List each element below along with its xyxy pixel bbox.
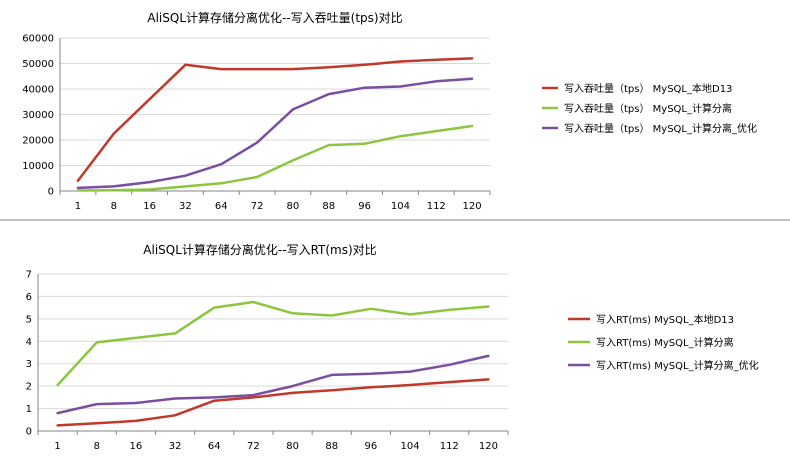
x-tick-label: 96 — [365, 441, 378, 452]
chart-title: AliSQL计算存储分离优化--写入吞吐量(tps)对比 — [147, 10, 402, 25]
y-tick-label: 0 — [26, 427, 32, 438]
y-tick-label: 6 — [26, 292, 32, 303]
chart-divider — [0, 219, 790, 221]
x-tick-label: 1 — [75, 201, 81, 212]
series-line-1 — [76, 57, 474, 183]
x-tick-label: 72 — [251, 201, 264, 212]
series-line-2 — [76, 124, 474, 192]
y-tick-label: 1 — [26, 404, 32, 415]
x-tick-label: 112 — [427, 201, 446, 212]
chart-title: AliSQL计算存储分离优化--写入RT(ms)对比 — [143, 242, 376, 257]
rt-line-chart: AliSQL计算存储分离优化--写入RT(ms)对比 0 1 2 3 4 5 6 7 1 8 16 32… — [26, 242, 759, 452]
x-tick-label: 88 — [322, 201, 335, 212]
x-tick-label: 64 — [215, 201, 228, 212]
tps-chart-panel: AliSQL计算存储分离优化--写入吞吐量(tps)对比 0 10000 20000 3… — [0, 0, 790, 214]
x-tick-label: 104 — [391, 201, 410, 212]
y-tick-label: 60000 — [22, 34, 54, 45]
y-tick-label: 10000 — [22, 161, 54, 172]
legend-label-2: 写入吞吐量（tps） MySQL_计算分离 — [564, 102, 732, 115]
x-tick-label: 32 — [169, 441, 182, 452]
x-tick-label: 80 — [287, 201, 300, 212]
y-tick-label: 4 — [26, 337, 32, 348]
x-tick-label: 64 — [208, 441, 221, 452]
y-tick-label: 7 — [26, 270, 32, 281]
x-tick-label: 8 — [111, 201, 117, 212]
x-tick-label: 8 — [94, 441, 100, 452]
x-tick-label: 1 — [54, 441, 60, 452]
x-tick-label: 88 — [325, 441, 338, 452]
series-line-2 — [56, 300, 490, 387]
y-tick-label: 5 — [26, 314, 32, 325]
x-tick-label: 120 — [463, 201, 482, 212]
x-tick-label: 16 — [143, 201, 156, 212]
legend-label-3: 写入吞吐量（tps） MySQL_计算分离_优化 — [564, 122, 757, 135]
x-tick-label: 80 — [286, 441, 299, 452]
legend-label-1: 写入吞吐量（tps） MySQL_本地D13 — [564, 82, 732, 95]
y-tick-label: 40000 — [22, 85, 54, 96]
x-tick-label: 120 — [479, 441, 498, 452]
y-tick-label: 30000 — [22, 110, 54, 121]
legend-label-3: 写入RT(ms) MySQL_计算分离_优化 — [596, 359, 759, 372]
legend-label-2: 写入RT(ms) MySQL_计算分离 — [596, 336, 734, 349]
x-tick-label: 32 — [179, 201, 192, 212]
series-line-3 — [76, 77, 474, 190]
series-line-3 — [56, 354, 490, 415]
x-tick-label: 72 — [247, 441, 260, 452]
y-tick-label: 20000 — [22, 136, 54, 147]
x-tick-label: 104 — [401, 441, 420, 452]
tps-line-chart: AliSQL计算存储分离优化--写入吞吐量(tps)对比 0 10000 20000 3… — [22, 10, 757, 212]
legend-label-1: 写入RT(ms) MySQL_本地D13 — [596, 313, 734, 326]
x-tick-label: 96 — [358, 201, 371, 212]
y-tick-label: 3 — [26, 359, 32, 370]
x-tick-label: 112 — [440, 441, 459, 452]
series-line-1 — [56, 378, 490, 427]
x-tick-label: 16 — [130, 441, 143, 452]
rt-chart-panel: AliSQL计算存储分离优化--写入RT(ms)对比 0 1 2 3 4 5 6 7 1 8 16 32… — [0, 229, 790, 459]
y-tick-label: 50000 — [22, 59, 54, 70]
y-tick-label: 0 — [48, 187, 54, 198]
y-tick-label: 2 — [26, 382, 32, 393]
